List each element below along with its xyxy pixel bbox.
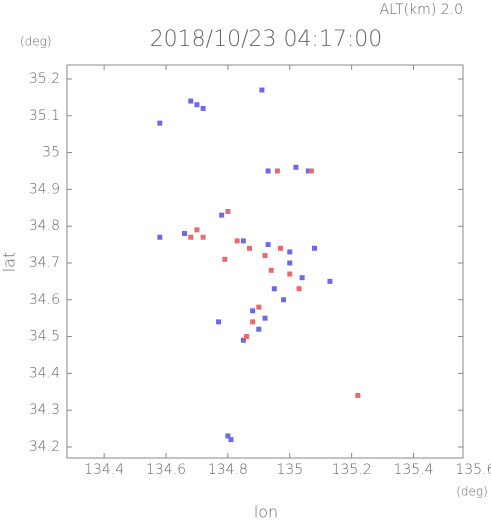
y-tick-label: 34.8: [29, 218, 60, 234]
echo-point: [265, 242, 271, 248]
echo-point: [305, 168, 311, 174]
y-tick-label: 34.7: [29, 255, 60, 271]
echo-point: [157, 120, 163, 126]
echo-point: [256, 304, 262, 310]
x-tick-label: 135.2: [332, 462, 372, 478]
y-tick-label: 34.2: [29, 439, 60, 455]
echo-point: [225, 433, 231, 439]
echo-point: [240, 238, 246, 244]
x-tick-label: 135: [276, 462, 303, 478]
y-tick-label: 34.4: [29, 365, 60, 381]
echo-point: [308, 168, 314, 174]
echo-point: [262, 315, 268, 321]
echo-point: [259, 87, 265, 93]
echo-point: [188, 98, 194, 104]
y-unit: (deg): [20, 35, 52, 49]
x-tick-label: 134.8: [208, 462, 248, 478]
echo-point: [234, 238, 240, 244]
echo-point: [225, 208, 231, 214]
echo-point: [268, 267, 274, 273]
y-tick-label: 34.6: [29, 292, 60, 308]
echo-point: [256, 326, 262, 332]
echo-point: [262, 253, 268, 259]
echo-point: [287, 271, 293, 277]
echo-point: [194, 102, 200, 108]
y-tick-label: 34.5: [29, 329, 60, 345]
subtitle: ALT(km) 2.0: [380, 2, 463, 18]
echo-point: [247, 245, 253, 251]
x-label: lon: [254, 503, 278, 521]
echo-point: [355, 392, 361, 398]
y-label: lat: [0, 252, 19, 273]
echo-point: [222, 256, 228, 262]
echo-point: [287, 260, 293, 266]
echo-point: [228, 437, 234, 443]
echo-point: [216, 319, 222, 325]
echo-point: [243, 334, 249, 340]
echo-point: [281, 297, 287, 303]
echo-point: [296, 286, 302, 292]
echo-point: [274, 168, 280, 174]
plot-frame: [66, 64, 464, 459]
echo-point: [271, 286, 277, 292]
echo-point: [188, 234, 194, 240]
chart-title: 2018/10/23 04:17:00: [150, 27, 383, 52]
x-tick-label: 135.4: [393, 462, 433, 478]
echo-point: [287, 249, 293, 255]
y-tick-label: 35.1: [29, 108, 60, 124]
echo-point: [327, 278, 333, 284]
x-tick-label: 134.4: [84, 462, 124, 478]
echo-point: [250, 308, 256, 314]
y-tick-label: 34.3: [29, 402, 60, 418]
echo-point: [219, 212, 225, 218]
echo-point: [265, 168, 271, 174]
y-tick-label: 34.9: [29, 181, 60, 197]
x-tick-label: 134.6: [146, 462, 186, 478]
x-tick-label: 135.6: [455, 462, 491, 478]
echo-point: [200, 234, 206, 240]
echo-point: [240, 337, 246, 343]
echo-point: [293, 164, 299, 170]
y-tick-label: 35.2: [29, 71, 60, 87]
x-unit: (deg): [456, 485, 488, 499]
echo-point: [299, 275, 305, 281]
echo-point: [182, 231, 188, 237]
echo-point: [277, 245, 283, 251]
echo-point: [157, 234, 163, 240]
echo-point: [312, 245, 317, 251]
echo-point: [194, 227, 200, 233]
echo-point: [250, 319, 256, 325]
y-tick-label: 35: [42, 145, 60, 161]
echo-point: [200, 105, 206, 111]
